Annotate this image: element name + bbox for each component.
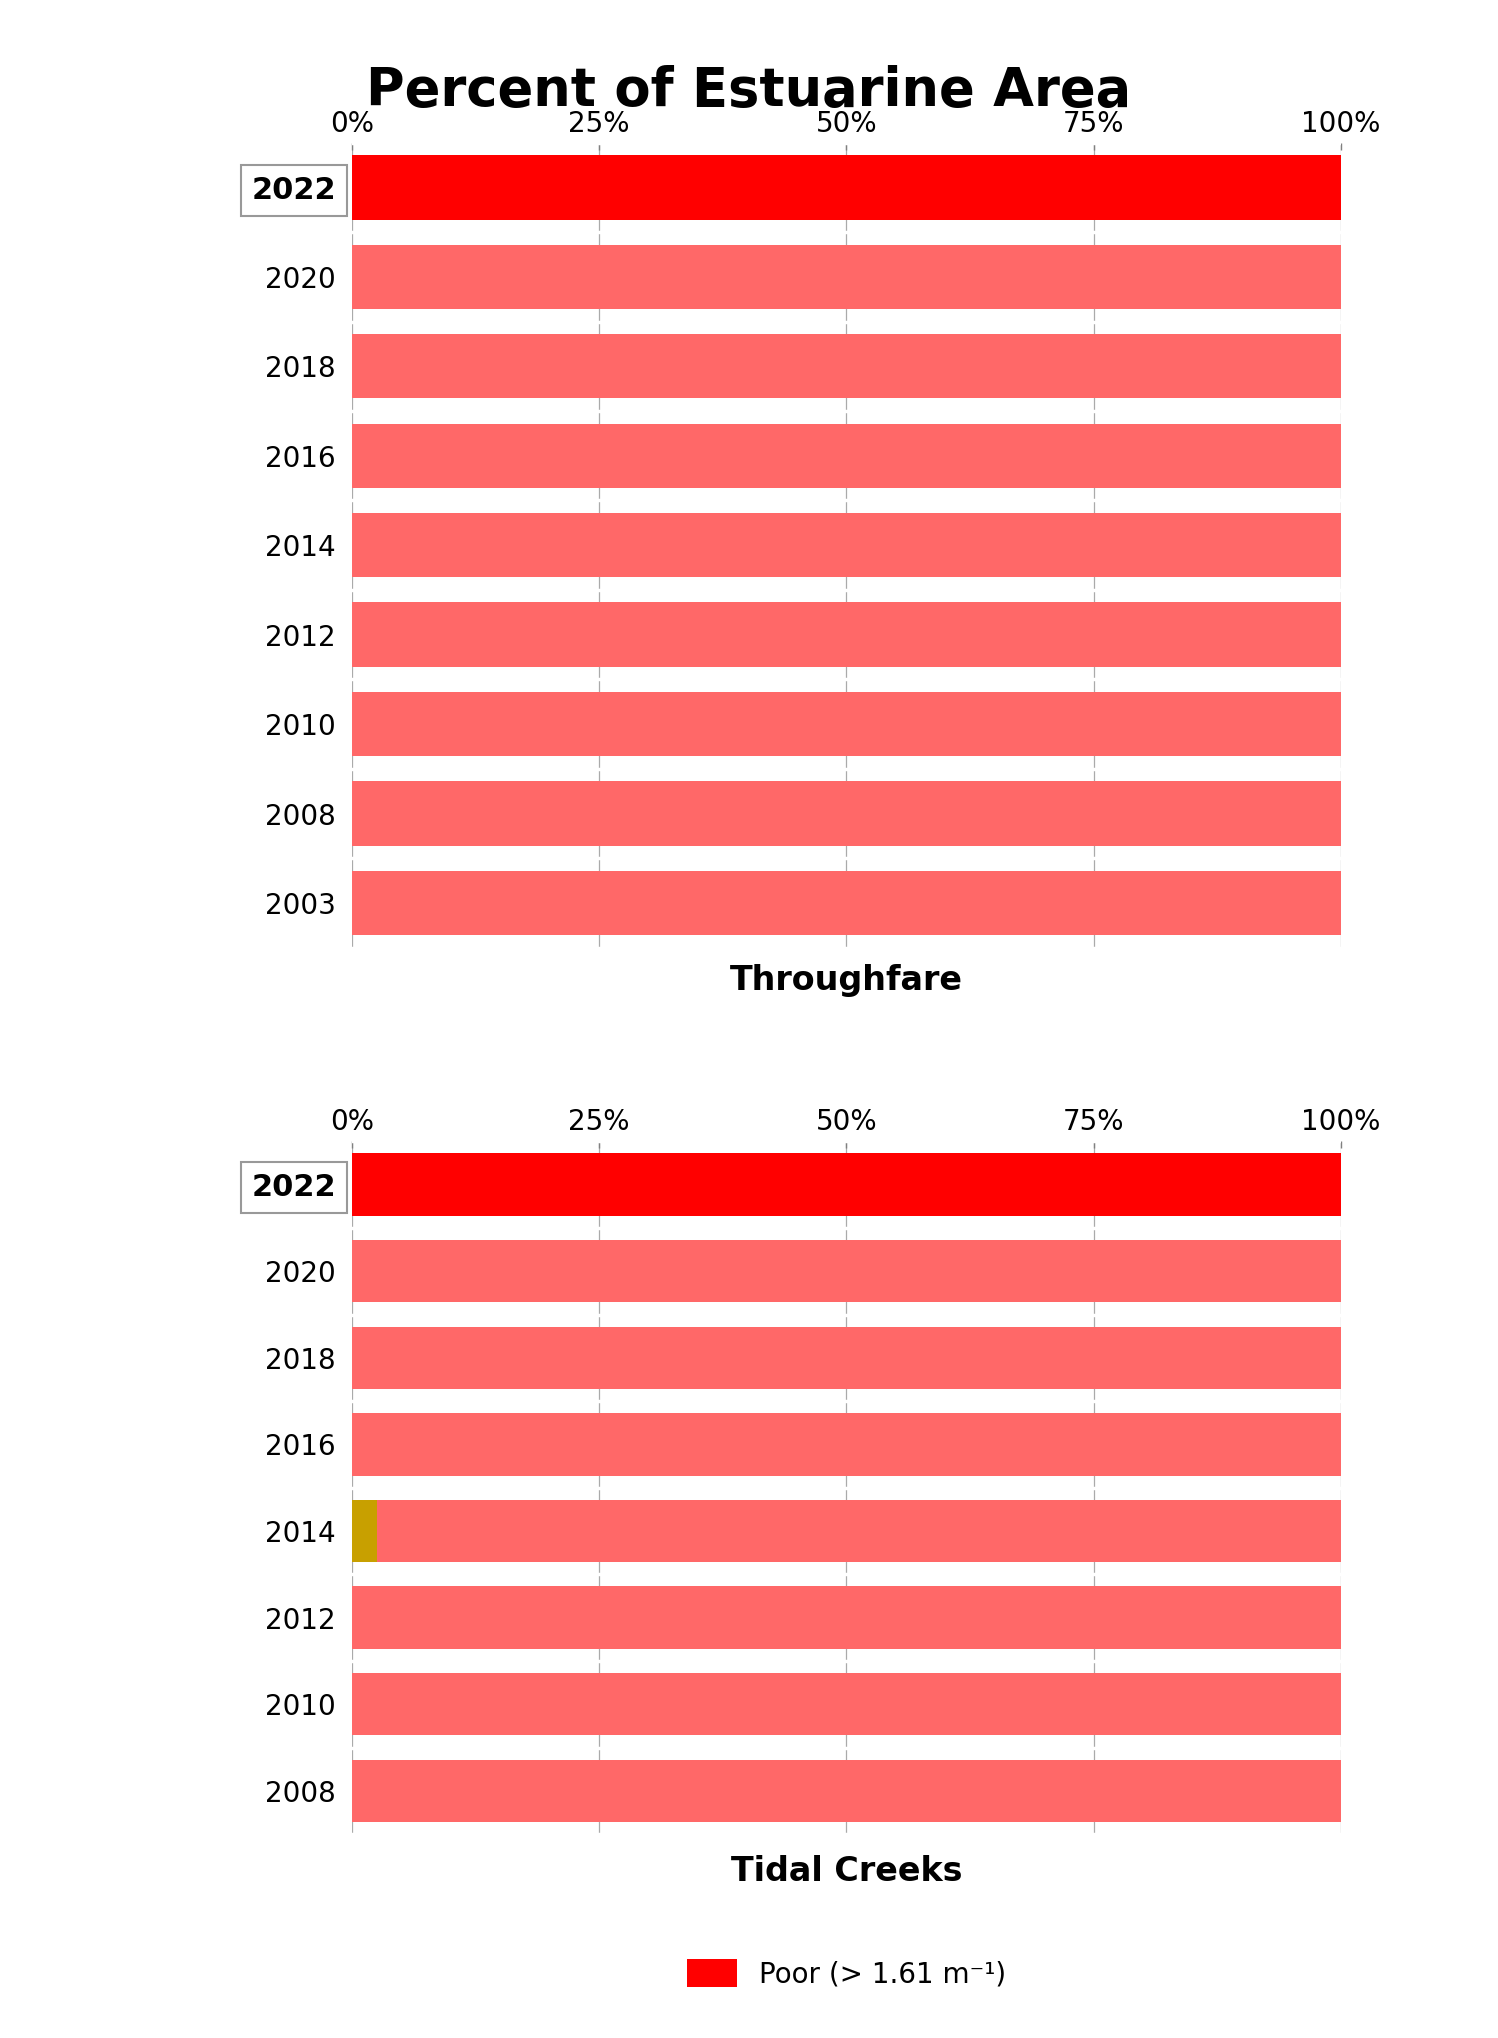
Bar [352,1327,1341,1390]
Bar [352,1154,1341,1217]
Bar [352,1500,1341,1563]
Bar [352,870,1341,935]
Bar [352,1239,1341,1302]
Bar [352,155,1341,220]
Bar [352,1500,376,1563]
Bar [352,424,1341,487]
Bar [352,1412,1341,1476]
Bar [352,1586,1341,1649]
Bar [352,245,1341,310]
Legend: Poor (> 1.61 m⁻¹): Poor (> 1.61 m⁻¹) [676,1948,1017,1999]
Bar [352,514,1341,577]
Text: Percent of Estuarine Area: Percent of Estuarine Area [367,65,1131,118]
Bar [352,781,1341,846]
Text: Throughfare: Throughfare [730,964,963,997]
Text: Tidal Creeks: Tidal Creeks [731,1855,962,1887]
Bar [352,1673,1341,1736]
Bar [352,691,1341,756]
Bar [352,334,1341,399]
Bar [352,1759,1341,1822]
Bar [352,603,1341,666]
